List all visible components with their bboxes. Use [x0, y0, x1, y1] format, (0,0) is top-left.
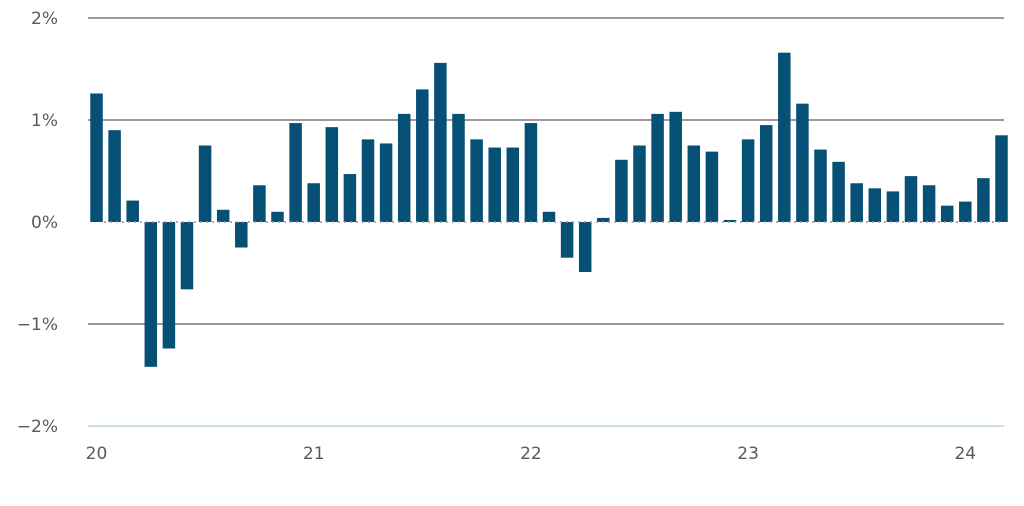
bar: [814, 149, 827, 222]
bar: [886, 191, 900, 222]
y-axis-ticks: 2% 1% 0% −1% −2%: [17, 9, 58, 437]
bar: [416, 89, 429, 223]
bar: [216, 209, 230, 222]
x-tick-label: 20: [86, 444, 108, 464]
x-tick-label: 22: [520, 444, 542, 464]
bar: [560, 222, 574, 258]
bar: [307, 183, 320, 222]
bar: [361, 139, 375, 222]
x-tick-label: 21: [303, 444, 325, 464]
bar: [705, 151, 719, 222]
bar: [90, 93, 103, 222]
bar: [850, 183, 863, 222]
x-tick-label: 24: [954, 444, 976, 464]
bar: [578, 222, 592, 272]
bar: [452, 113, 465, 222]
bar: [488, 147, 501, 222]
bar: [796, 103, 809, 222]
bar: [180, 222, 194, 290]
bar: [397, 113, 411, 222]
bar: [343, 174, 357, 222]
grid-lines: [88, 17, 1004, 427]
x-axis-ticks: 20 21 22 23 24: [86, 444, 976, 464]
bar: [434, 62, 447, 222]
bar: [271, 211, 284, 222]
bar: [289, 123, 302, 222]
bar: [144, 222, 158, 367]
bar: [669, 111, 682, 222]
x-tick-label: 23: [737, 444, 759, 464]
bar: [506, 147, 520, 222]
bar: [741, 139, 755, 222]
bar: [940, 205, 954, 222]
bar: [995, 135, 1008, 222]
bar: [832, 161, 845, 222]
bar: [108, 130, 121, 222]
bar: [615, 159, 628, 222]
bar: [235, 222, 248, 248]
bar: [977, 178, 990, 222]
y-tick-label: −1%: [17, 315, 58, 335]
bar: [379, 143, 393, 222]
bar: [524, 123, 538, 222]
y-tick-label: 1%: [31, 111, 58, 131]
bar: [651, 113, 664, 222]
bar: [687, 145, 701, 222]
bar: [633, 145, 646, 222]
bar: [868, 188, 882, 222]
bar: [922, 185, 936, 222]
bar: [162, 222, 176, 349]
bars: [90, 52, 1008, 367]
bar: [198, 145, 212, 222]
bar: [325, 127, 339, 222]
bar: [959, 201, 972, 222]
y-tick-label: 2%: [31, 9, 58, 29]
bar: [759, 125, 773, 222]
y-tick-label: 0%: [31, 213, 58, 233]
bar: [253, 185, 266, 222]
bar: [904, 176, 918, 222]
bar: [470, 139, 483, 222]
y-tick-label: −2%: [17, 417, 58, 437]
bar: [778, 52, 791, 223]
bar: [542, 211, 556, 222]
bar: [597, 217, 610, 222]
bar: [126, 200, 139, 222]
bar: [723, 219, 737, 222]
